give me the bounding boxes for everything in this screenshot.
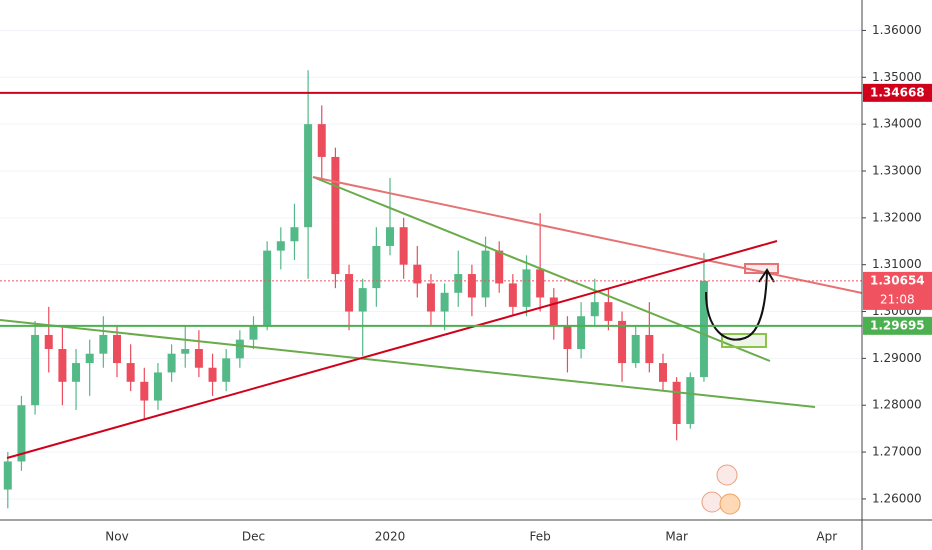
candle-body bbox=[153, 372, 162, 401]
x-tick-label: Nov bbox=[105, 530, 128, 544]
y-tick-label: 1.32000 bbox=[872, 210, 922, 224]
y-tick-label: 1.31000 bbox=[872, 257, 922, 271]
candle-body bbox=[426, 283, 435, 312]
candle-body bbox=[508, 283, 517, 307]
event-icon bbox=[716, 464, 738, 486]
arrow-head bbox=[758, 268, 775, 283]
y-tick-label: 1.29000 bbox=[872, 351, 922, 365]
level-label-box bbox=[863, 316, 932, 335]
green-trendline bbox=[312, 176, 771, 362]
candle-body bbox=[590, 302, 599, 317]
candles bbox=[3, 70, 708, 509]
candle-body bbox=[235, 339, 244, 359]
y-tick-label: 1.33000 bbox=[872, 163, 922, 177]
candle-body bbox=[536, 269, 545, 298]
candle-body bbox=[631, 334, 640, 364]
candle-body bbox=[686, 377, 695, 424]
candle-body bbox=[372, 245, 381, 289]
candle-body bbox=[263, 250, 272, 326]
level-label: 1.34668 bbox=[870, 85, 925, 99]
axes: 1.260001.270001.280001.290001.300001.310… bbox=[105, 23, 921, 544]
last-price-box bbox=[863, 271, 932, 310]
last-price-label: 1.30654 bbox=[870, 273, 925, 287]
candle-body bbox=[577, 316, 586, 350]
candle-body bbox=[208, 367, 217, 382]
y-tick-label: 1.34000 bbox=[872, 117, 922, 131]
projection-arrow bbox=[705, 271, 768, 341]
candle-body bbox=[386, 227, 394, 246]
countdown-label: 21:08 bbox=[880, 292, 915, 306]
red-trendline bbox=[6, 240, 778, 459]
candle-body bbox=[659, 363, 667, 382]
candle-body bbox=[72, 363, 81, 382]
candle-body bbox=[31, 334, 40, 406]
candle-body bbox=[181, 349, 190, 354]
candle-body bbox=[672, 381, 681, 424]
y-tick-label: 1.35000 bbox=[872, 70, 922, 84]
candle-body bbox=[194, 349, 203, 368]
level-label: 1.29695 bbox=[870, 318, 925, 332]
y-tick-label: 1.28000 bbox=[872, 398, 922, 412]
candle-body bbox=[481, 250, 490, 298]
candle-body bbox=[563, 325, 572, 350]
candle-body bbox=[645, 334, 654, 364]
candle-body bbox=[358, 288, 367, 312]
x-tick-label: Mar bbox=[665, 530, 688, 544]
candle-body bbox=[126, 363, 135, 382]
candle-body bbox=[495, 250, 504, 284]
candle-body bbox=[167, 353, 176, 373]
candle-body bbox=[290, 227, 299, 242]
candle-body bbox=[276, 241, 285, 251]
candle-body bbox=[58, 349, 67, 382]
candle-body bbox=[317, 124, 326, 157]
candle-body bbox=[249, 325, 258, 340]
y-tick-label: 1.27000 bbox=[872, 445, 922, 459]
candle-body bbox=[467, 274, 476, 298]
candle-body bbox=[113, 334, 121, 364]
candle-body bbox=[85, 353, 94, 364]
x-tick-label: Dec bbox=[242, 530, 265, 544]
level-label-box bbox=[863, 83, 932, 102]
candle-body bbox=[304, 124, 313, 228]
candle-body bbox=[222, 358, 231, 382]
candle-body bbox=[17, 405, 26, 462]
lower-trendline bbox=[0, 319, 816, 408]
x-tick-label: Apr bbox=[816, 530, 837, 544]
candle-body bbox=[140, 381, 149, 401]
y-tick-label: 1.36000 bbox=[872, 23, 922, 37]
support-box bbox=[721, 333, 767, 348]
y-tick-label: 1.26000 bbox=[872, 491, 922, 505]
candle-body bbox=[3, 461, 12, 490]
candle-body bbox=[345, 274, 354, 312]
candle-body bbox=[399, 227, 408, 265]
x-tick-label: Feb bbox=[530, 530, 551, 544]
candle-body bbox=[440, 292, 449, 312]
candle-body bbox=[99, 334, 108, 354]
price-labels: 1.34668 1.29695 1.30654 21:08 bbox=[863, 83, 932, 335]
candle-body bbox=[454, 274, 463, 293]
candle-body bbox=[44, 334, 53, 350]
candle-body bbox=[618, 320, 627, 364]
drawings bbox=[0, 176, 863, 515]
levels bbox=[0, 91, 862, 327]
candle-body bbox=[413, 264, 422, 284]
candle-body bbox=[522, 269, 531, 307]
event-icon bbox=[719, 493, 741, 515]
event-icon bbox=[701, 491, 723, 513]
candle-body bbox=[331, 156, 340, 275]
target-box bbox=[744, 263, 779, 274]
candle-body bbox=[549, 297, 558, 326]
candle-body bbox=[604, 302, 613, 321]
x-tick-label: 2020 bbox=[375, 530, 406, 544]
candle-body bbox=[699, 280, 708, 378]
